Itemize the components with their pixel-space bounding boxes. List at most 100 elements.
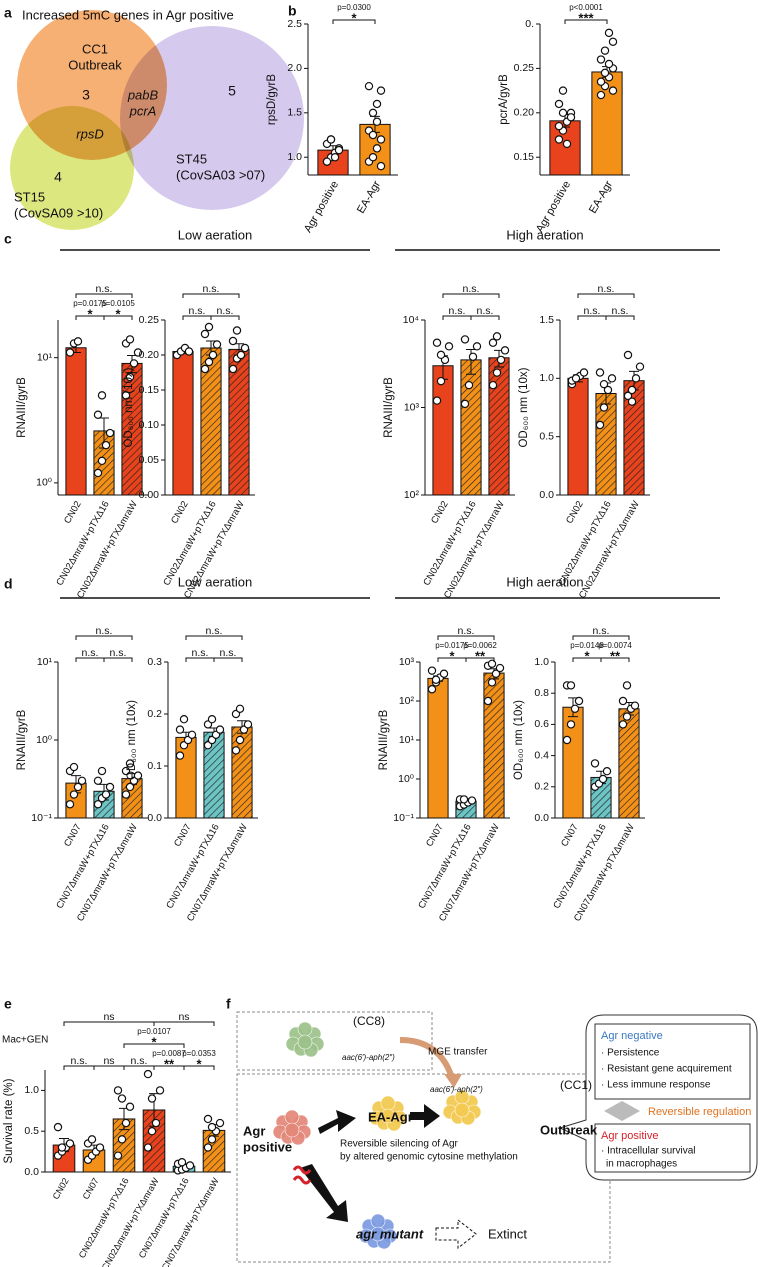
y-tick-label: 10⁰ bbox=[36, 734, 53, 746]
data-point bbox=[243, 720, 253, 729]
data-point bbox=[121, 1118, 131, 1128]
data-point bbox=[622, 681, 632, 690]
data-point bbox=[121, 391, 131, 400]
node-label: positive bbox=[243, 1139, 292, 1154]
x-tick-label: CN07ΔmraW+pTXΔmraW bbox=[160, 1176, 221, 1267]
venn-count: 4 bbox=[54, 169, 62, 185]
y-tick-label: 0.5 bbox=[24, 1125, 39, 1137]
data-point bbox=[558, 86, 568, 95]
y-tick-label: 10⁻¹ bbox=[393, 812, 414, 824]
y-tick-label: 10² bbox=[399, 695, 415, 707]
x-tick-label: CN02ΔmraW+pTXΔmraW bbox=[100, 1176, 161, 1267]
significance-label: * bbox=[584, 648, 590, 663]
significance-label: n.s. bbox=[96, 283, 113, 295]
cell bbox=[454, 1102, 470, 1118]
data-point bbox=[93, 410, 103, 419]
y-tick-label: 0.2 bbox=[147, 708, 162, 720]
y-tick-label: 0.00 bbox=[139, 489, 160, 501]
data-point bbox=[117, 1094, 127, 1103]
data-point bbox=[618, 720, 628, 729]
data-point bbox=[618, 696, 628, 706]
data-point bbox=[602, 767, 612, 776]
y-tick-label: 0.0 bbox=[534, 812, 549, 824]
data-point bbox=[212, 340, 222, 349]
significance-label: n.s. bbox=[71, 1055, 88, 1067]
data-point bbox=[65, 800, 75, 809]
data-point bbox=[600, 68, 610, 78]
data-point bbox=[376, 135, 386, 144]
regulation-label: Reversible regulation bbox=[648, 1106, 751, 1118]
panel-letter: c bbox=[4, 231, 12, 247]
diagram: (CC8) aac(6′)-aph(2″) MGE transfer (CC1) aac… bbox=[236, 1011, 758, 1263]
data-point bbox=[608, 37, 618, 46]
bar-chart: 0.15 0.20 0.25 0. pcrA/gyrB Agr positive EA-Ag… bbox=[498, 3, 630, 235]
y-tick-label: 0.8 bbox=[534, 687, 549, 699]
data-point bbox=[105, 782, 115, 792]
p-value: p=0.0175 bbox=[435, 641, 469, 650]
p-value: p=0.0148 bbox=[570, 641, 604, 650]
x-tick-label: CN07 bbox=[62, 822, 84, 849]
y-tick-label: 10² bbox=[404, 489, 420, 501]
x-tick-label: CN02ΔmraW+pTXΔ16 bbox=[54, 499, 111, 588]
data-point bbox=[133, 348, 143, 357]
data-point bbox=[467, 796, 477, 805]
significance-label: n.s. bbox=[217, 305, 234, 317]
y-tick-label: 0.1 bbox=[147, 760, 162, 772]
bar bbox=[488, 357, 510, 496]
data-point bbox=[574, 696, 584, 706]
venn-label: (CovSA03 >07) bbox=[176, 167, 265, 182]
bar bbox=[427, 677, 449, 819]
significance-bracket bbox=[600, 657, 630, 662]
y-tick-label: 1.0 bbox=[287, 151, 302, 163]
data-point bbox=[570, 704, 580, 714]
data-point bbox=[65, 1139, 75, 1148]
data-point bbox=[203, 1114, 213, 1124]
data-point bbox=[372, 144, 382, 153]
y-tick-label: 10¹ bbox=[399, 734, 415, 746]
y-axis-label: Survival rate (%) bbox=[3, 1078, 15, 1163]
y-tick-label: 10¹ bbox=[37, 656, 53, 668]
data-point bbox=[488, 338, 498, 347]
x-tick-label: EA-Agr bbox=[355, 179, 383, 216]
data-point bbox=[129, 359, 139, 368]
state-box bbox=[594, 1023, 751, 1100]
data-point bbox=[113, 1086, 123, 1095]
panel-letter: b bbox=[288, 3, 297, 19]
cell bbox=[297, 1021, 313, 1037]
arrow-head bbox=[444, 1074, 462, 1088]
venn-set bbox=[10, 106, 134, 230]
data-point bbox=[492, 368, 502, 377]
y-tick-label: 1.5 bbox=[539, 314, 554, 326]
data-point bbox=[623, 391, 633, 401]
data-point bbox=[468, 352, 478, 361]
bar bbox=[483, 672, 505, 819]
section-header: Low aeration bbox=[178, 574, 252, 589]
bar bbox=[175, 736, 197, 819]
data-point bbox=[571, 374, 581, 383]
significance-bracket bbox=[465, 657, 495, 662]
data-point bbox=[368, 153, 378, 162]
bar-chart: 0.0 0.2 0.4 0.6 0.8 1.0 OD₆₀₀ nm (10x) CN07CN07… bbox=[513, 625, 645, 924]
significance-label: n.s. bbox=[477, 305, 494, 317]
data-point bbox=[566, 113, 576, 122]
y-tick-label: 1.0 bbox=[539, 372, 554, 384]
y-tick-label: 0.0 bbox=[24, 1166, 39, 1178]
significance-label: * bbox=[449, 648, 455, 663]
y-tick-label: 10³ bbox=[399, 656, 415, 668]
significance-label: n.s. bbox=[203, 283, 220, 295]
y-tick-label: 0.6 bbox=[534, 718, 549, 730]
data-point bbox=[207, 715, 217, 724]
data-point bbox=[326, 135, 336, 144]
significance-label: n.s. bbox=[206, 625, 223, 637]
x-tick-label: CN07ΔmraW+pTXΔ16 bbox=[164, 822, 221, 911]
x-tick-label: CN02ΔmraW+pTXΔ16 bbox=[421, 499, 478, 588]
y-tick-label: 10⁻¹ bbox=[31, 812, 52, 824]
significance-label: * bbox=[87, 306, 93, 321]
data-point bbox=[125, 1102, 135, 1111]
venn-label: CC1 bbox=[82, 41, 108, 56]
data-point bbox=[595, 420, 605, 430]
y-axis-label: RNAIII/gyrB bbox=[16, 377, 28, 438]
data-point bbox=[125, 759, 135, 768]
mutation-icon bbox=[292, 1175, 312, 1185]
flow-arrow bbox=[300, 1164, 348, 1222]
